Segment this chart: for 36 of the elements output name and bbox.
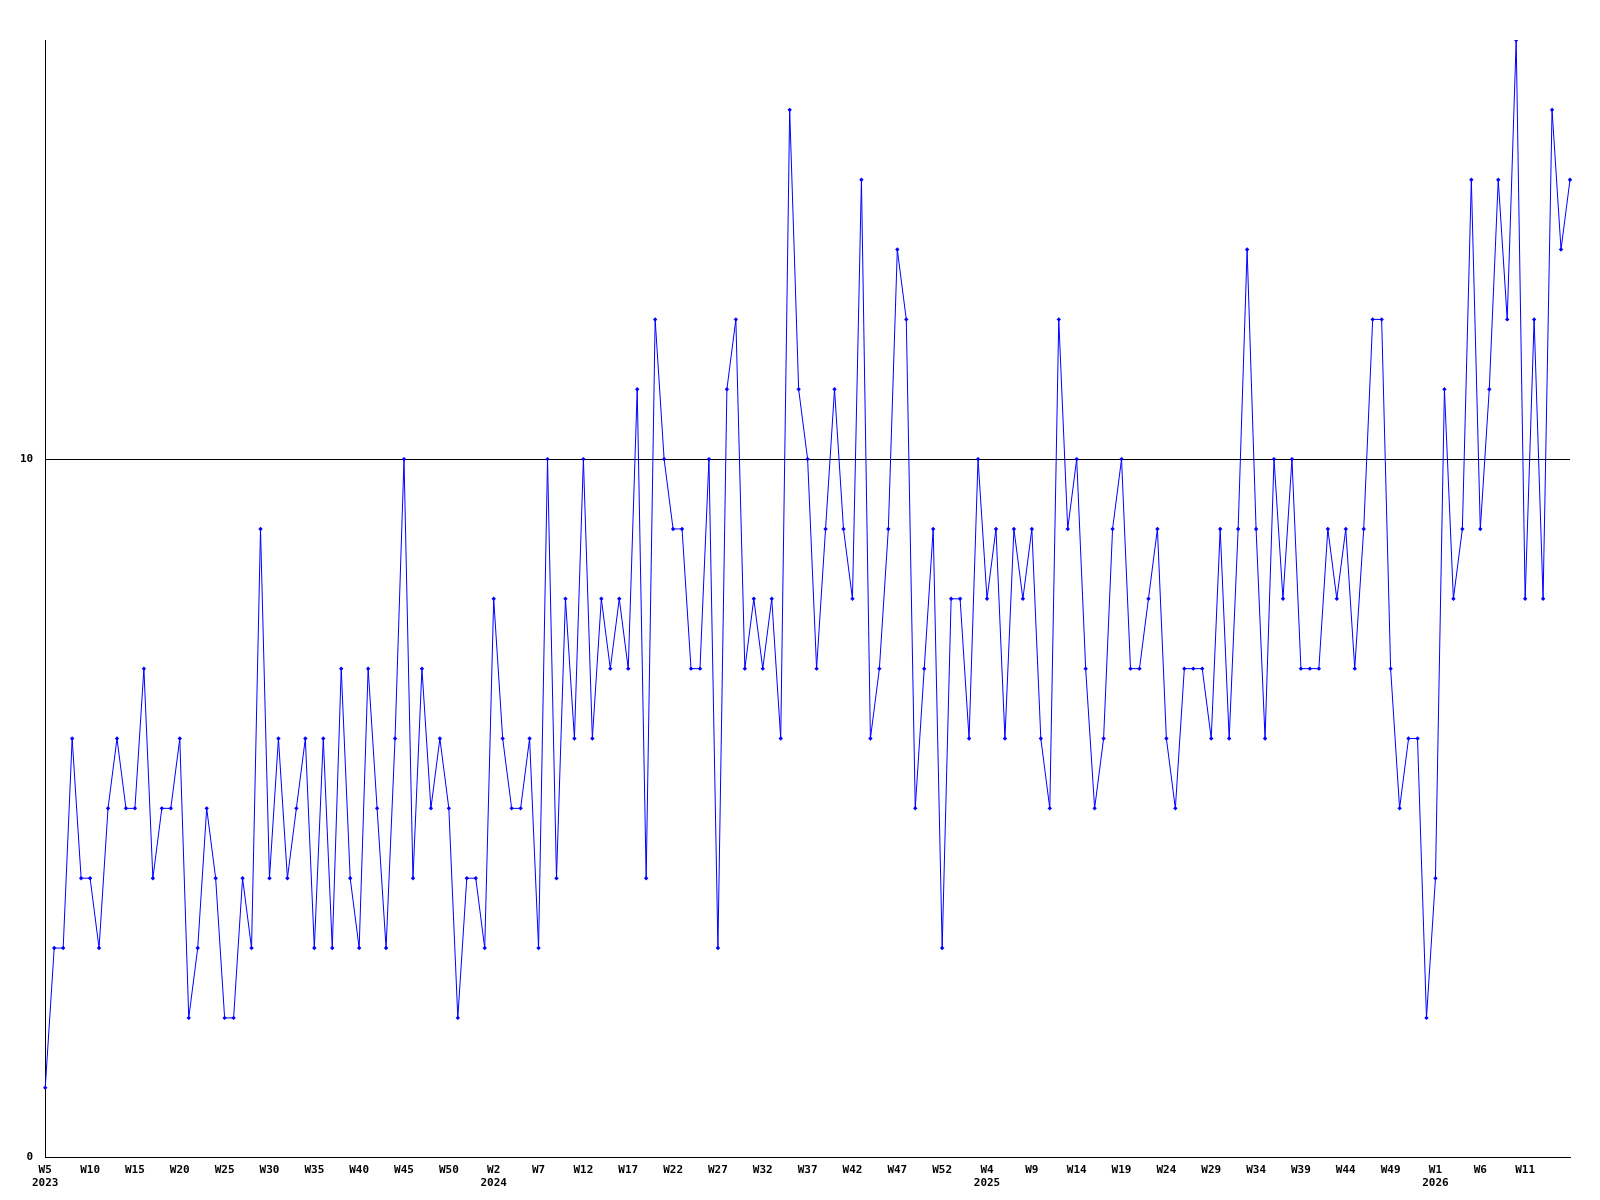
x-tick-label: W45: [394, 1163, 414, 1177]
x-tick-label: W20: [169, 1163, 190, 1177]
x-tick-label: W9: [1025, 1163, 1039, 1177]
x-tick-label: W37: [797, 1163, 818, 1177]
x-tick-label: W1 2026: [1422, 1163, 1450, 1190]
x-tick-label: W17: [618, 1163, 639, 1177]
x-tick-label: W5 2023: [32, 1163, 59, 1190]
x-tick-label: W49: [1380, 1163, 1401, 1177]
x-tick-label: W14: [1066, 1163, 1087, 1177]
x-tick-label: W2 2024: [480, 1163, 508, 1190]
x-tick-label: W50: [438, 1163, 459, 1177]
x-tick-label: W11: [1515, 1163, 1536, 1177]
x-tick-label: W34: [1246, 1163, 1267, 1177]
x-tick-label: W47: [887, 1163, 908, 1177]
x-tick-label: W42: [842, 1163, 863, 1177]
x-tick-label: W40: [349, 1163, 370, 1177]
x-tick-label: W7: [531, 1163, 546, 1177]
x-tick-label: W44: [1335, 1163, 1357, 1177]
x-tick-label: W27: [707, 1163, 728, 1177]
x-tick-label: W10: [80, 1163, 101, 1177]
x-tick-label: W25: [214, 1163, 235, 1177]
x-tick-label: W6: [1473, 1163, 1488, 1177]
y-tick-label: 0: [26, 1150, 34, 1164]
y-tick-label: 10: [20, 451, 34, 465]
x-tick-label: W35: [304, 1163, 325, 1177]
x-tick-label: W4 2025: [973, 1163, 1001, 1190]
x-tick-label: W12: [573, 1163, 594, 1177]
x-tick-label: W30: [259, 1163, 280, 1177]
x-tick-label: W52: [932, 1163, 953, 1177]
x-tick-label: W32: [752, 1163, 773, 1177]
x-tick-label: W22: [663, 1163, 684, 1177]
x-tick-label: W15: [125, 1163, 145, 1177]
x-tick-label: W24: [1156, 1163, 1177, 1177]
x-tick-label: W39: [1290, 1163, 1311, 1177]
x-tick-label: W29: [1201, 1163, 1222, 1177]
x-tick-label: W19: [1111, 1163, 1132, 1177]
